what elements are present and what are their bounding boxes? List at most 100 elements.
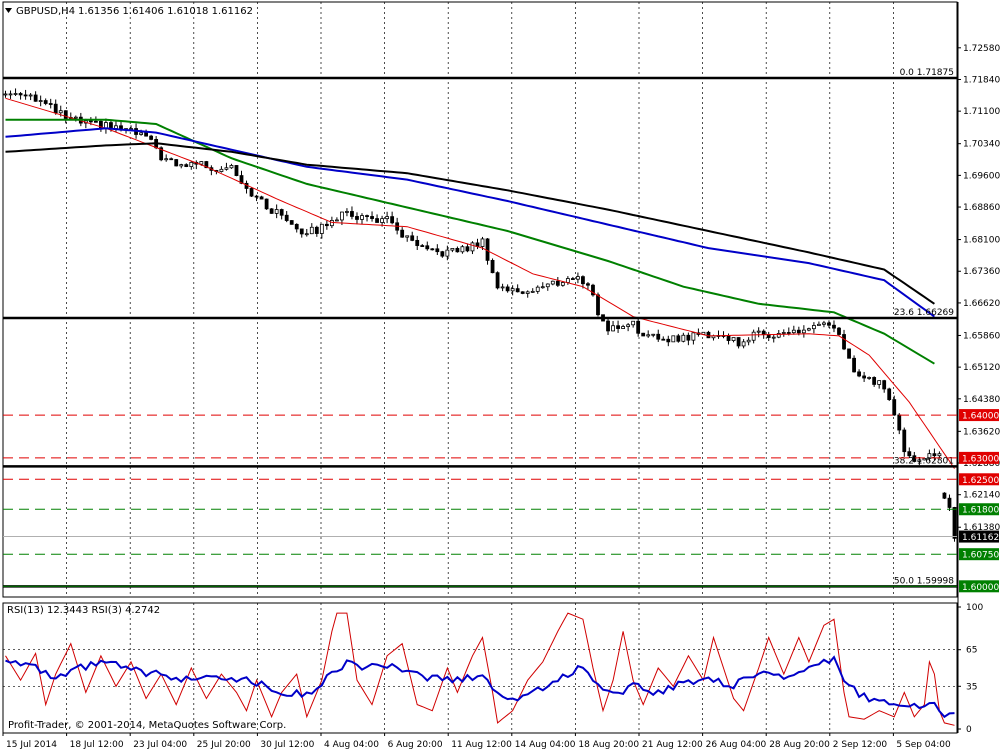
candle-body bbox=[234, 165, 239, 176]
candle-body bbox=[570, 278, 575, 280]
candle bbox=[23, 89, 28, 100]
collapse-triangle-icon[interactable] bbox=[5, 8, 12, 13]
candle bbox=[621, 324, 625, 329]
candle-body bbox=[666, 338, 671, 343]
y-tick-label: 1.64380 bbox=[963, 395, 1000, 405]
candle bbox=[812, 322, 816, 334]
candle-body bbox=[791, 329, 796, 334]
candle-body bbox=[415, 239, 420, 246]
price-level-tag bbox=[959, 548, 999, 561]
candle bbox=[33, 91, 38, 102]
fast-ma-line bbox=[5, 97, 955, 469]
candle bbox=[801, 325, 806, 338]
candle bbox=[229, 163, 234, 169]
candle bbox=[53, 99, 58, 115]
candle bbox=[149, 134, 154, 141]
candle-body bbox=[872, 377, 877, 385]
candle bbox=[576, 272, 580, 284]
candle-body bbox=[535, 286, 540, 292]
price-level-tag bbox=[959, 473, 999, 486]
candle-body bbox=[636, 320, 641, 334]
candle bbox=[334, 217, 339, 222]
blue-ma-line bbox=[5, 127, 935, 318]
price-level-tag-label: 1.62500 bbox=[962, 476, 999, 486]
candle-body bbox=[385, 216, 390, 220]
candle bbox=[314, 225, 319, 237]
candle bbox=[631, 320, 636, 328]
candle bbox=[520, 291, 525, 295]
candle bbox=[535, 285, 540, 294]
x-tick-label: 28 Aug 20:00 bbox=[769, 740, 830, 750]
y-tick-label: 1.71840 bbox=[963, 75, 1000, 85]
candle-body bbox=[857, 371, 861, 377]
candle-body bbox=[681, 334, 686, 342]
candle-body bbox=[726, 335, 731, 341]
candle bbox=[736, 337, 741, 349]
candle bbox=[706, 330, 711, 339]
candle-body bbox=[33, 94, 38, 102]
candle-body bbox=[139, 132, 143, 135]
candle bbox=[756, 327, 761, 338]
candle bbox=[877, 380, 882, 389]
main-pane-frame bbox=[2, 1, 958, 598]
candle bbox=[616, 320, 620, 333]
candle-body bbox=[842, 334, 846, 350]
candle-body bbox=[299, 228, 304, 235]
ohlc-readout: 1.61356 1.61406 1.61018 1.61162 bbox=[78, 6, 253, 17]
y-tick-label: 1.63620 bbox=[963, 427, 1000, 437]
candle-body bbox=[882, 380, 887, 390]
candle bbox=[540, 282, 545, 289]
price-level-tag bbox=[959, 580, 999, 593]
rsi-y-tick-label: 100 bbox=[966, 603, 983, 613]
candle bbox=[360, 213, 364, 225]
candle-body bbox=[756, 330, 761, 333]
candle bbox=[912, 451, 917, 463]
candle-body bbox=[686, 334, 691, 341]
candle bbox=[651, 333, 656, 338]
candle bbox=[400, 227, 405, 238]
price-level-tag bbox=[959, 503, 999, 516]
candle-body bbox=[309, 226, 314, 235]
candle bbox=[902, 427, 907, 457]
fib-level-label: 38.2 1.62801 bbox=[894, 456, 954, 466]
candle bbox=[510, 285, 515, 296]
candle bbox=[530, 288, 535, 293]
y-tick-label: 1.72580 bbox=[963, 44, 1000, 54]
candle-body bbox=[400, 229, 405, 238]
candle-body bbox=[149, 135, 154, 140]
candle bbox=[264, 198, 269, 210]
candle-body bbox=[646, 334, 651, 337]
candle bbox=[852, 355, 856, 373]
candle bbox=[179, 163, 184, 169]
x-tick-label: 25 Jul 20:00 bbox=[197, 740, 251, 750]
candle bbox=[465, 243, 470, 253]
candle bbox=[731, 337, 736, 343]
candle-body bbox=[796, 329, 801, 334]
candle-body bbox=[179, 164, 184, 167]
candle-body bbox=[410, 235, 415, 241]
candle-body bbox=[771, 336, 776, 339]
candle-body bbox=[596, 294, 600, 316]
candle bbox=[907, 447, 912, 459]
candle bbox=[500, 283, 505, 292]
candle bbox=[596, 292, 600, 317]
candle bbox=[791, 325, 796, 335]
rsi-indicator-pane[interactable]: RSI(13) 12.3443 RSI(3) 4.2742 bbox=[2, 602, 958, 734]
candle-body bbox=[801, 329, 806, 334]
main-price-pane[interactable]: 0.0 1.71875 23.6 1.66269 38.2 1.62801 50.0 … bbox=[2, 1, 958, 598]
candle bbox=[450, 248, 455, 253]
candle bbox=[781, 329, 786, 337]
candle-body bbox=[525, 291, 530, 294]
candle-body bbox=[169, 158, 174, 161]
candle bbox=[515, 284, 520, 293]
candle bbox=[254, 194, 259, 202]
y-tick-label: 1.65120 bbox=[963, 363, 1000, 373]
x-tick-label: 30 Jul 12:00 bbox=[260, 740, 314, 750]
candle-body bbox=[249, 188, 254, 197]
candle-body bbox=[380, 218, 384, 223]
candle-body bbox=[269, 208, 274, 214]
candle bbox=[249, 187, 254, 198]
y-tick-label: 1.62880 bbox=[963, 459, 1000, 469]
